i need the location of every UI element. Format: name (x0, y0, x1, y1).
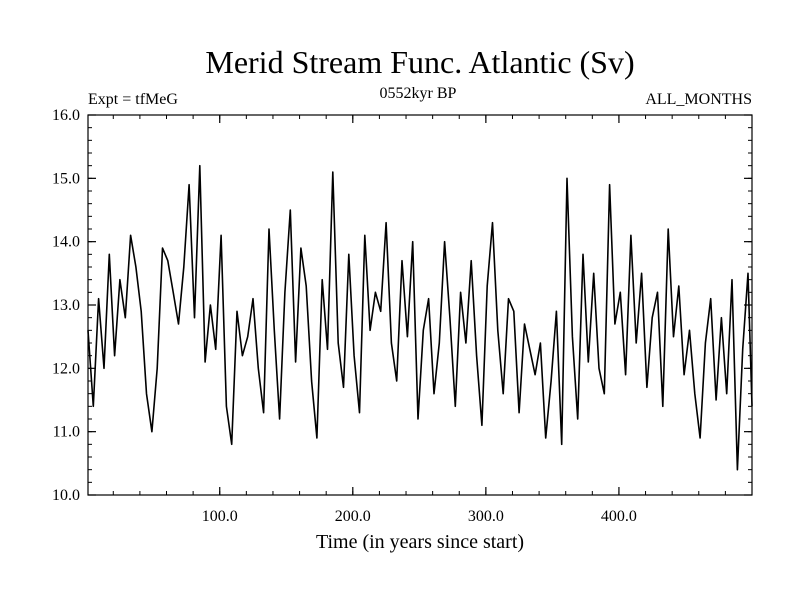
y-tick-label: 16.0 (52, 107, 80, 124)
y-tick-label: 12.0 (52, 360, 80, 377)
x-tick-label: 100.0 (202, 508, 238, 525)
plot-area: 10.0 11.0 12.0 13.0 14.0 15.0 16.0 100.0 200.0 30… (52, 107, 753, 525)
y-tick-label: 13.0 (52, 297, 80, 314)
x-tick-label: 300.0 (468, 508, 504, 525)
y-tick-label: 14.0 (52, 234, 80, 251)
time-period-label: 0552kyr BP (380, 85, 457, 102)
series-line (87, 164, 753, 471)
x-tick-label: 400.0 (601, 508, 637, 525)
months-label: ALL_MONTHS (645, 91, 752, 108)
x-tick-label: 200.0 (335, 508, 371, 525)
y-tick-label: 11.0 (53, 424, 80, 441)
y-tick-label: 10.0 (52, 487, 80, 504)
plot-frame (87, 114, 753, 496)
y-tick-label: 15.0 (52, 170, 80, 187)
experiment-label: Expt = tfMeG (88, 91, 178, 108)
x-axis-label: Time (in years since start) (316, 531, 524, 553)
chart-title: Merid Stream Func. Atlantic (Sv) (205, 44, 634, 80)
